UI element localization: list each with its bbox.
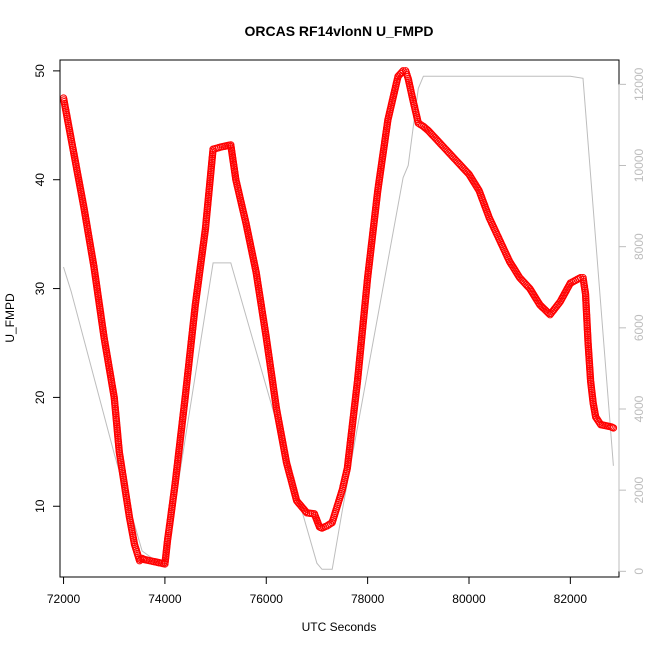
x-tick-label: 80000 [452, 592, 486, 606]
x-tick-label: 72000 [47, 592, 81, 606]
y-axis-label: U_FMPD [3, 293, 17, 343]
y-tick-label: 30 [33, 282, 47, 296]
secondary-series-layer [63, 75, 614, 570]
x-axis: 72000 74000 76000 78000 80000 82000 [47, 576, 588, 606]
x-tick-label: 78000 [351, 592, 385, 606]
data-point [536, 301, 544, 309]
y2-tick-label: 2000 [632, 476, 646, 503]
y-tick-label: 20 [33, 390, 47, 404]
y2-tick-label: 4000 [632, 395, 646, 422]
data-point [609, 424, 618, 432]
y-axis: 10 20 30 40 50 [33, 64, 61, 513]
y2-tick-label: 12000 [632, 67, 646, 101]
y-tick-label: 40 [33, 173, 47, 187]
primary-series-layer [59, 67, 618, 568]
y2-tick-label: 0 [632, 568, 646, 575]
y-tick-label: 50 [33, 64, 47, 78]
data-point [538, 303, 547, 312]
y2-tick-label: 10000 [632, 149, 646, 183]
x-tick-label: 74000 [148, 592, 182, 606]
y2-tick-label: 6000 [632, 314, 646, 341]
x-tick-label: 76000 [250, 592, 284, 606]
x-tick-label: 82000 [554, 592, 588, 606]
data-point [537, 302, 545, 310]
chart-title: ORCAS RF14vlonN U_FMPD [244, 23, 433, 39]
y2-tick-label: 8000 [632, 233, 646, 260]
data-point [541, 306, 549, 314]
y2-axis: 0 2000 4000 6000 8000 10000 12000 [618, 67, 646, 575]
x-axis-label: UTC Seconds [302, 620, 377, 634]
secondary-series-line [63, 75, 614, 570]
data-point [540, 304, 548, 313]
y-tick-label: 10 [33, 499, 47, 513]
data-point [423, 125, 431, 134]
